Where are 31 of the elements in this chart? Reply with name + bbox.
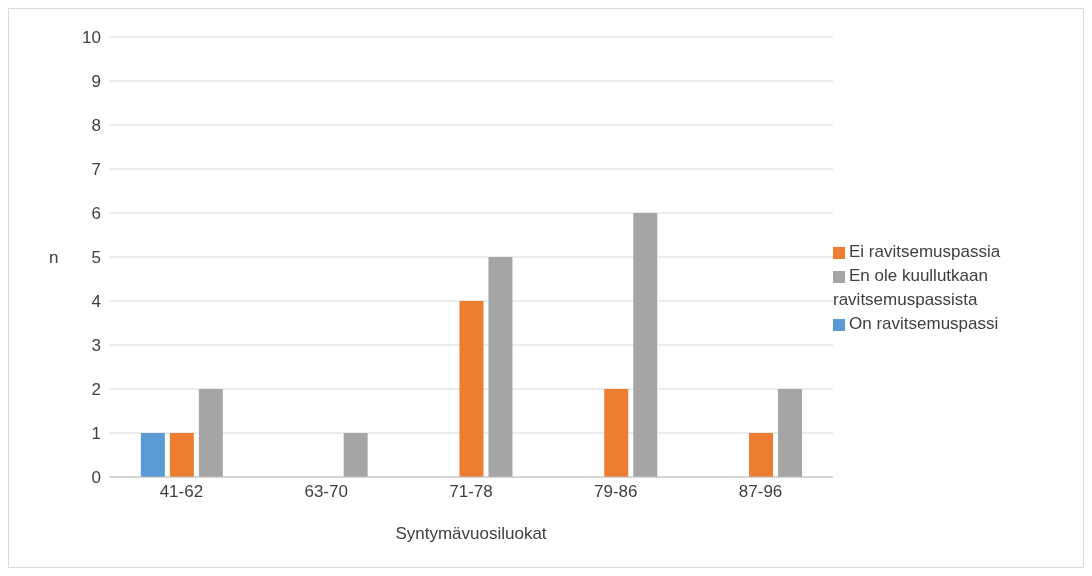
y-tick-label: 4 bbox=[91, 292, 101, 312]
y-tick-label: 5 bbox=[91, 248, 101, 268]
y-tick-label: 7 bbox=[91, 160, 101, 180]
bar bbox=[778, 389, 803, 477]
y-tick-label: 3 bbox=[91, 336, 101, 356]
bar bbox=[633, 213, 658, 477]
y-tick-label: 9 bbox=[91, 72, 101, 92]
x-axis-title: Syntymävuosiluokat bbox=[395, 524, 547, 543]
bar bbox=[604, 389, 629, 477]
y-tick-label: 0 bbox=[91, 468, 101, 488]
y-tick-label: 10 bbox=[82, 28, 101, 48]
legend-label: On ravitsemuspassi bbox=[849, 314, 999, 333]
y-tick-label: 8 bbox=[91, 116, 101, 136]
bar bbox=[343, 433, 368, 477]
y-tick-label: 6 bbox=[91, 204, 101, 224]
x-tick-label: 87-96 bbox=[738, 482, 783, 502]
bar bbox=[169, 433, 194, 477]
x-tick-label: 63-70 bbox=[304, 482, 348, 502]
x-tick-label: 71-78 bbox=[449, 482, 493, 502]
bar bbox=[198, 389, 223, 477]
y-tick-label: 2 bbox=[91, 380, 101, 400]
x-tick-label: 79-86 bbox=[594, 482, 638, 502]
x-tick-label: 41-62 bbox=[159, 482, 204, 502]
legend-label: En ole kuullutkaan ravitsemuspassista bbox=[833, 266, 988, 309]
legend-label: Ei ravitsemuspassia bbox=[849, 242, 1001, 261]
y-tick-label: 1 bbox=[91, 424, 101, 444]
bar bbox=[140, 433, 165, 477]
y-axis-title: n bbox=[49, 248, 59, 268]
bar bbox=[459, 301, 484, 477]
bar bbox=[749, 433, 774, 477]
bar bbox=[488, 257, 513, 477]
